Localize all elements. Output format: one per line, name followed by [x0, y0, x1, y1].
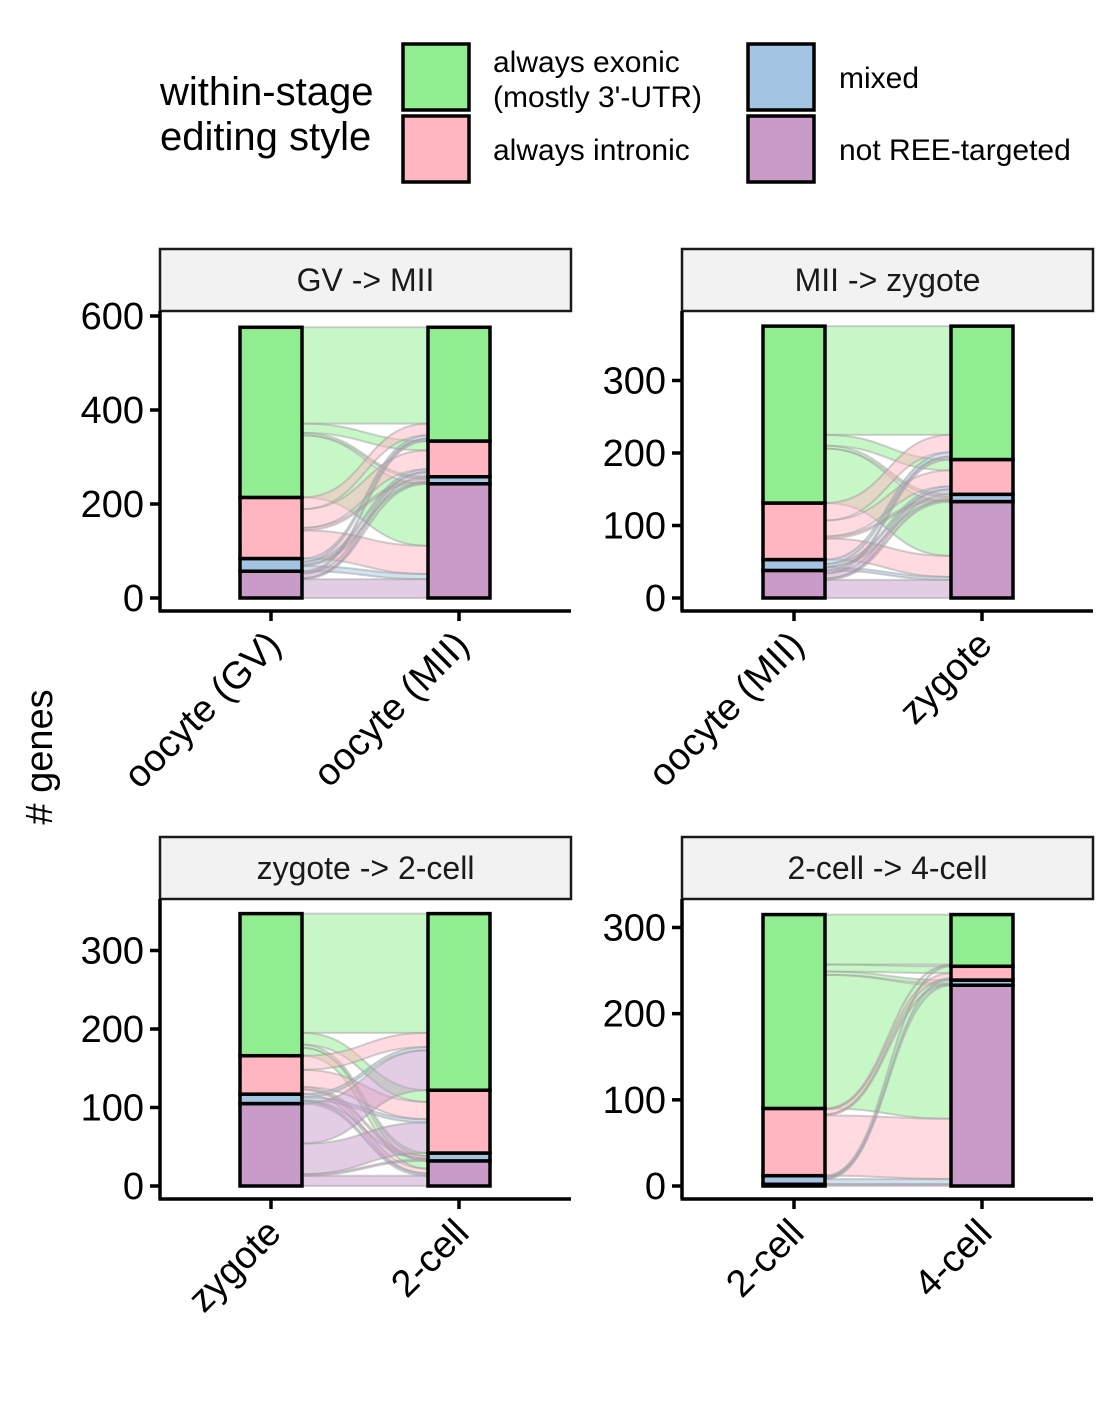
bar-1 [238, 911, 304, 1188]
bar-segment-intronic [761, 501, 827, 562]
bar-2 [426, 911, 492, 1188]
bar-1 [761, 912, 827, 1188]
y-tick-label-200: 200 [603, 433, 666, 475]
bar-segment-intronic [238, 1053, 304, 1096]
bar-segment-exonic [949, 912, 1015, 969]
bar-segment-exonic [761, 912, 827, 1111]
bar-segment-exonic [426, 911, 492, 1092]
flow-notree-to-notree [301, 578, 429, 600]
y-tick-label-0: 0 [123, 1166, 144, 1208]
x-tick-label-1: oocyte (MII) [641, 624, 813, 796]
x-tick-label-1: oocyte (GV) [116, 624, 289, 797]
panel-title: zygote -> 2-cell [257, 850, 475, 886]
x-tick-label-2: 2-cell [383, 1212, 477, 1306]
x-tick-label-2: 4-cell [906, 1212, 1000, 1306]
bar-2 [949, 912, 1015, 1188]
bar-segment-notree [426, 1159, 492, 1188]
x-tick-label-2: zygote [891, 624, 1000, 733]
y-tick-label-300: 300 [81, 931, 144, 973]
panel-title: MII -> zygote [795, 262, 981, 298]
bar-segment-notree [426, 482, 492, 600]
bar-segment-intronic [949, 964, 1015, 982]
y-tick-label-0: 0 [123, 578, 144, 620]
y-tick-label-300: 300 [603, 361, 666, 403]
flow-exonic-to-exonic [824, 913, 952, 966]
flows [824, 913, 952, 1188]
panel-strip [680, 835, 1095, 901]
y-tick-label-200: 200 [81, 1009, 144, 1051]
legend-label-exonic-line2: (mostly 3'-UTR) [493, 81, 702, 114]
legend: within-stage editing style always exonic… [159, 42, 1071, 184]
panel-3: zygote -> 2-cell 0 100 200 300 zygote 2-cell [81, 835, 573, 1321]
bar-segment-intronic [426, 439, 492, 479]
legend-label-exonic: always exonic [493, 46, 680, 79]
y-tick-label-300: 300 [603, 908, 666, 950]
legend-title-line1: within-stage [159, 70, 373, 114]
bar-segment-notree [761, 568, 827, 600]
bar-2 [949, 324, 1015, 600]
y-tick-label-600: 600 [81, 296, 144, 338]
bar-segment-exonic [949, 324, 1015, 462]
y-tick-label-400: 400 [81, 390, 144, 432]
flow-exonic-to-exonic [301, 912, 429, 1034]
legend-key-intronic [401, 114, 471, 184]
panel-strip [680, 247, 1095, 313]
bar-segment-intronic [238, 495, 304, 561]
bar-segment-notree [949, 499, 1015, 600]
flow-notree-to-notree [301, 1174, 429, 1188]
bar-segment-exonic [238, 325, 304, 500]
bar-segment-notree [949, 983, 1015, 1188]
bar-segment-intronic [426, 1088, 492, 1155]
panel-1: GV -> MII 0 200 400 600 oocyte (GV) oocyte (MI… [81, 247, 573, 797]
bar-segment-notree [238, 1101, 304, 1188]
bar-segment-exonic [761, 324, 827, 505]
x-tick-label-1: 2-cell [718, 1212, 812, 1306]
legend-label-mixed: mixed [839, 62, 919, 95]
legend-key-mixed [746, 42, 816, 112]
legend-label-notree: not REE-targeted [839, 134, 1071, 167]
legend-title-line2: editing style [160, 115, 371, 159]
legend-label-intronic: always intronic [493, 134, 690, 167]
flows [301, 912, 429, 1188]
panel-2: MII -> zygote 0 100 200 300 oocyte (MII) zygot… [603, 247, 1095, 796]
bar-segment-notree [238, 569, 304, 600]
y-tick-label-200: 200 [603, 994, 666, 1036]
bar-segment-intronic [761, 1106, 827, 1178]
panel-title: 2-cell -> 4-cell [787, 850, 987, 886]
legend-key-notree [746, 114, 816, 184]
y-tick-label-100: 100 [603, 506, 666, 548]
y-tick-label-100: 100 [603, 1080, 666, 1122]
y-tick-label-200: 200 [81, 484, 144, 526]
x-tick-label-2: oocyte (MII) [306, 624, 478, 796]
panel-4: 2-cell -> 4-cell 0 100 200 300 2-cell 4-cell [603, 835, 1095, 1306]
flow-notree-to-notree [824, 578, 952, 600]
flows [824, 325, 952, 600]
flow-exonic-to-exonic [824, 325, 952, 436]
flow-notree-to-notree [824, 1183, 952, 1188]
bar-1 [238, 325, 304, 600]
bar-2 [426, 325, 492, 600]
y-axis-label: # genes [19, 689, 61, 824]
panel-title: GV -> MII [297, 262, 435, 298]
y-tick-label-0: 0 [645, 1166, 666, 1208]
panel-strip [158, 247, 573, 313]
y-tick-label-0: 0 [645, 578, 666, 620]
bar-segment-mixed [238, 556, 304, 573]
y-tick-label-100: 100 [81, 1088, 144, 1130]
legend-key-exonic [401, 42, 471, 112]
bar-segment-intronic [949, 457, 1015, 497]
bar-segment-exonic [238, 911, 304, 1058]
flow-exonic-to-exonic [301, 326, 429, 425]
x-tick-label-1: zygote [180, 1212, 289, 1321]
bar-1 [761, 324, 827, 600]
bar-segment-exonic [426, 325, 492, 443]
panel-strip [158, 835, 573, 901]
flows [301, 326, 429, 600]
